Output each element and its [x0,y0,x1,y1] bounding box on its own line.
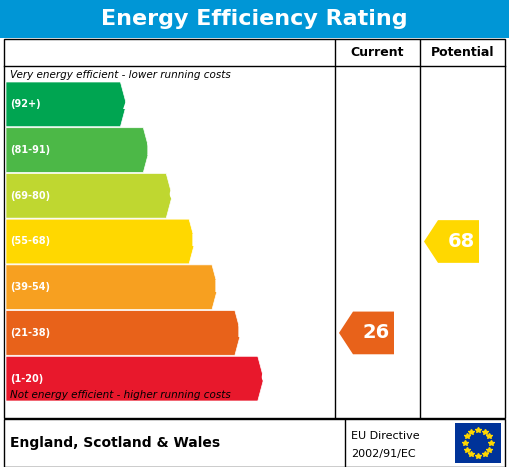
Text: EU Directive: EU Directive [351,431,419,441]
Text: G: G [260,371,272,386]
Polygon shape [6,173,172,218]
Text: (1-20): (1-20) [10,374,43,384]
Polygon shape [339,311,394,354]
Bar [0,0,509,38]
Text: (55-68): (55-68) [10,236,50,247]
Polygon shape [6,82,126,127]
Polygon shape [6,356,264,401]
Text: (21-38): (21-38) [10,328,50,338]
Bar [455,423,501,463]
Bar [4,419,505,467]
Text: D: D [191,234,204,249]
Text: (81-91): (81-91) [10,145,50,155]
Text: Very energy efficient - lower running costs: Very energy efficient - lower running co… [10,70,231,80]
Text: (39-54): (39-54) [10,282,50,292]
Text: (92+): (92+) [10,99,41,109]
Text: Potential: Potential [431,45,494,58]
Text: Energy Efficiency Rating: Energy Efficiency Rating [101,9,408,29]
Text: England, Scotland & Wales: England, Scotland & Wales [10,436,220,450]
Bar [4,39,505,418]
Text: Current: Current [351,45,404,58]
Text: C: C [168,188,179,203]
Polygon shape [6,265,218,310]
Text: 2002/91/EC: 2002/91/EC [351,449,416,459]
Polygon shape [6,219,195,264]
Text: 68: 68 [448,232,475,251]
Polygon shape [6,127,149,172]
Polygon shape [6,311,241,355]
Text: A: A [123,97,134,112]
Text: Not energy efficient - higher running costs: Not energy efficient - higher running co… [10,390,231,400]
Text: F: F [237,325,247,340]
Polygon shape [424,220,479,263]
Text: B: B [146,142,157,157]
Text: E: E [214,280,224,295]
Text: 26: 26 [363,324,390,342]
Text: (69-80): (69-80) [10,191,50,201]
